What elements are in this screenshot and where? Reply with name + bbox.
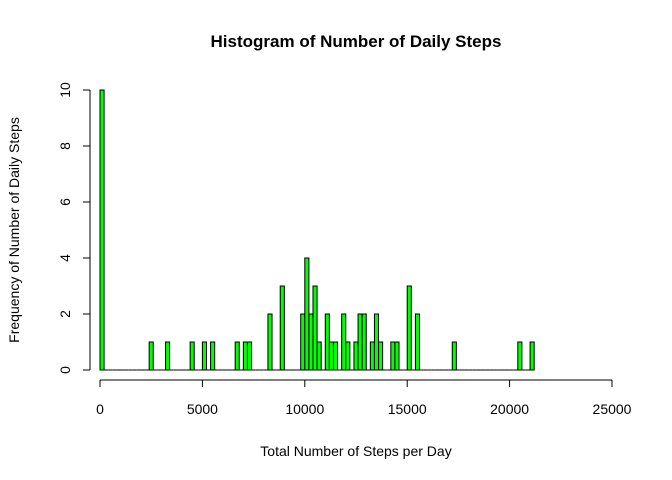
histogram-bar [394,341,400,371]
histogram-bar [390,341,396,371]
histogram-bar [353,341,359,371]
histogram-bar [517,341,523,371]
y-axis: 0 2 4 6 8 10 [57,82,91,374]
y-tick-label: 4 [57,254,73,262]
histogram-bar [242,341,248,371]
histogram-bar [332,341,339,371]
histogram-bar [234,341,240,371]
histogram-bar [361,313,367,371]
bars-group [99,89,535,371]
y-tick-label: 2 [57,310,73,318]
x-tick-label: 15000 [388,401,427,417]
histogram-bar [345,341,351,371]
histogram-bar [99,89,105,371]
histogram-bar [201,341,207,371]
histogram-bar [210,341,216,371]
histogram-bar [267,313,273,371]
histogram-bar [369,341,375,371]
histogram-bar [308,313,314,371]
histogram-bar [324,313,330,371]
histogram-bar [414,313,420,371]
x-tick-label: 10000 [285,401,324,417]
x-tick-label: 5000 [187,401,218,417]
histogram-bar [189,341,195,371]
histogram-bar [529,341,535,371]
histogram-bar [279,285,285,371]
histogram-bar [165,341,171,371]
y-tick-label: 6 [57,198,73,206]
histogram-bar [373,313,380,371]
x-tick-label: 25000 [593,401,632,417]
histogram-bar [451,341,457,371]
histogram-bar [148,341,154,371]
histogram-bar [357,313,363,371]
x-axis-label: Total Number of Steps per Day [260,443,451,459]
histogram-bar [246,341,253,371]
y-tick-label: 8 [57,142,73,150]
histogram-bar [341,313,347,371]
chart-title: Histogram of Number of Daily Steps [211,32,502,51]
histogram-bar [406,285,412,371]
histogram-bar [328,341,334,371]
y-axis-label: Frequency of Number of Daily Steps [6,117,22,343]
x-tick-label: 20000 [490,401,529,417]
x-axis: 0 5000 10000 15000 20000 25000 [96,379,632,417]
histogram-bar [316,341,322,371]
y-tick-label: 0 [57,366,73,374]
x-tick-label: 0 [96,401,104,417]
histogram-bar [312,285,318,371]
histogram-bar [300,313,306,371]
y-tick-label: 10 [57,82,73,98]
histogram-bar [378,341,384,371]
histogram-bar [304,257,310,371]
